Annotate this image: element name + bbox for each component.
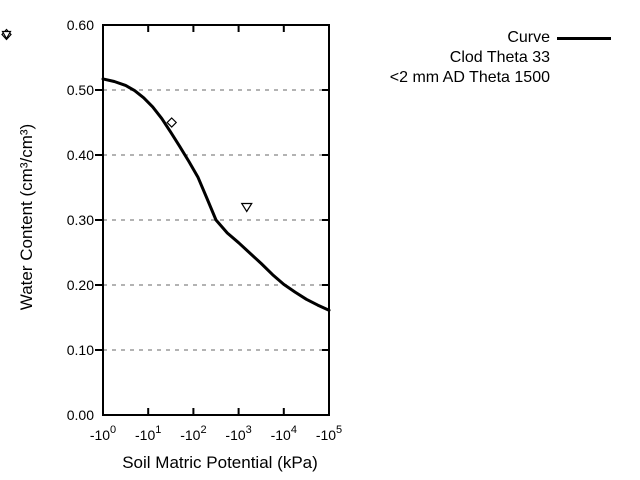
y-tick-label: 0.60 (67, 17, 94, 33)
y-tick-label: 0.50 (67, 82, 94, 98)
tick-labels: 0.00 0.10 0.20 0.30 0.40 0.50 0.60 -100 -101 -102… (67, 17, 342, 443)
y-tick-label: 0.30 (67, 212, 94, 228)
legend-row-curve: Curve (0, 28, 618, 48)
x-tick-label: -102 (180, 424, 206, 443)
x-tick-label: -104 (271, 424, 297, 443)
y-tick-label: 0.00 (67, 407, 94, 423)
curve-line (101, 77, 331, 312)
legend: Curve Clod Theta 33 <2 mm AD Theta 1500 (0, 28, 618, 88)
gridlines (103, 89, 329, 351)
data-point-open-triangle-down (240, 202, 253, 213)
legend-row-clod-theta-33: Clod Theta 33 (0, 28, 618, 68)
data-series (101, 77, 331, 312)
legend-label-ad-theta-1500: <2 mm AD Theta 1500 (389, 69, 550, 86)
line-swatch-icon (550, 36, 618, 40)
x-axis-title: Soil Matric Potential (kPa) (122, 453, 318, 472)
legend-label-curve: Curve (507, 29, 550, 46)
axis-ticks (95, 25, 329, 415)
legend-label-clod-theta-33: Clod Theta 33 (449, 49, 550, 66)
x-tick-label: -100 (90, 424, 116, 443)
y-tick-label: 0.40 (67, 147, 94, 163)
y-axis-title: Water Content (cm³/cm³) (17, 123, 36, 311)
x-tick-label: -103 (225, 424, 251, 443)
plot-border (102, 24, 330, 416)
y-tick-label: 0.10 (67, 342, 94, 358)
y-tick-label: 0.20 (67, 277, 94, 293)
x-tick-label: -101 (135, 424, 161, 443)
x-tick-label: -105 (316, 424, 342, 443)
data-point-open-diamond (166, 117, 178, 128)
legend-row-ad-theta-1500: <2 mm AD Theta 1500 (0, 30, 618, 88)
